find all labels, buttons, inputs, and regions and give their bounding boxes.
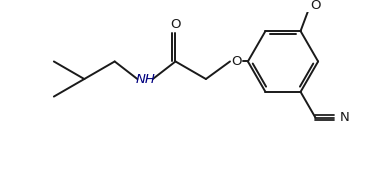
- Text: N: N: [340, 111, 350, 124]
- Text: NH: NH: [135, 73, 155, 86]
- Text: O: O: [310, 0, 321, 12]
- Text: O: O: [170, 18, 181, 31]
- Text: O: O: [231, 55, 241, 68]
